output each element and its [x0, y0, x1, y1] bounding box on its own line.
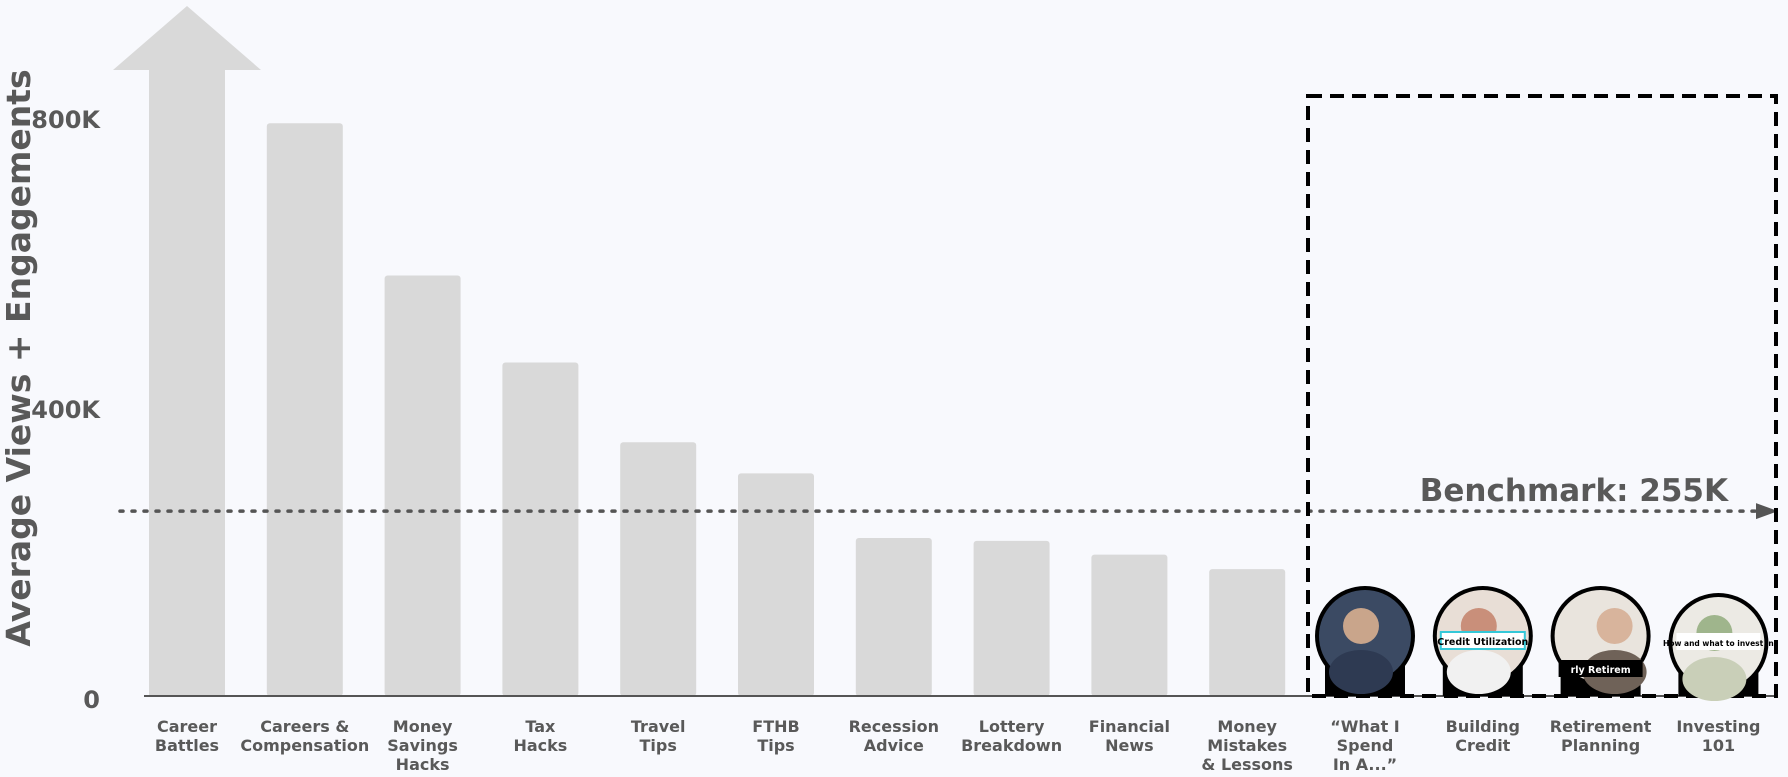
x-tick-label-line: FTHB — [752, 717, 799, 736]
x-tick-label-money-mistakes-lessons: Money Mistakes & Lessons — [1201, 717, 1293, 772]
x-tick-label-line: Savings — [387, 736, 458, 755]
x-tick-label-line: Spend — [1337, 736, 1394, 755]
benchmark-label: Benchmark: 255K — [1420, 473, 1729, 509]
x-tick-label-tax-hacks: Tax Hacks — [513, 717, 567, 755]
x-tick-label-line: Money — [393, 717, 453, 736]
x-tick-label-line: Advice — [864, 736, 924, 755]
y-tick-label: 0 — [83, 686, 100, 714]
x-tick-label-line: News — [1105, 736, 1154, 755]
x-tick-label-travel-tips: Travel Tips — [631, 717, 686, 755]
y-tick-label: 400K — [31, 396, 101, 424]
x-tick-label-line: Mistakes — [1207, 736, 1287, 755]
bar-careers-compensation — [266, 123, 343, 696]
benchmark: Benchmark: 255K — [118, 473, 1778, 520]
thumbnails: Credit Utilization rly Retirem How and wha… — [1315, 586, 1774, 701]
overflow-arrow-icon — [113, 6, 261, 70]
x-tick-label-investing-101: Investing 101 — [1676, 717, 1760, 755]
x-tick-label-line: Battles — [155, 736, 219, 755]
bar-lottery-breakdown — [973, 540, 1050, 696]
thumbnail-investing-101: How and what to invest in — [1663, 593, 1774, 701]
thumbnail-caption: rly Retirem — [1571, 665, 1631, 676]
x-tick-label-fthb-tips: FTHB Tips — [752, 717, 799, 755]
x-tick-label-line: Breakdown — [961, 736, 1062, 755]
x-tick-label-what-i-spend-in-a: “What I Spend In A...” — [1330, 717, 1400, 772]
x-tick-label-money-savings-hacks: Money Savings Hacks — [387, 717, 458, 772]
benchmark-arrow-icon — [1756, 503, 1778, 520]
x-tick-label-line: In A...” — [1333, 755, 1397, 772]
x-tick-label-line: Hacks — [513, 736, 567, 755]
x-tick-label-recession-advice: Recession Advice — [849, 717, 939, 755]
person-shoulders-icon — [1446, 650, 1511, 694]
x-tick-label-line: Money — [1217, 717, 1277, 736]
x-tick-label-line: Career — [157, 717, 217, 736]
x-tick-label-careers-compensation: Careers & Compensation — [240, 717, 369, 755]
x-tick-label-retirement-planning: Retirement Planning — [1550, 717, 1652, 755]
thumbnail-retirement-planning: rly Retirem — [1550, 586, 1651, 696]
bar-fthb-tips — [738, 473, 814, 696]
x-tick-label-financial-news: Financial News — [1089, 717, 1170, 755]
x-tick-label-line: Recession — [849, 717, 939, 736]
x-tick-label-line: Planning — [1561, 736, 1640, 755]
thumbnail-caption: How and what to invest in — [1663, 639, 1774, 648]
bar-financial-news — [1091, 554, 1168, 696]
bars-layer — [113, 6, 1286, 696]
thumbnail-caption-bg — [1676, 633, 1761, 650]
x-tick-label-line: Lottery — [979, 717, 1045, 736]
x-tick-label-building-credit: Building Credit — [1446, 717, 1520, 755]
person-face-icon — [1596, 608, 1633, 644]
x-tick-label-line: Travel — [631, 717, 686, 736]
x-tick-label-line: Tax — [525, 717, 556, 736]
x-tick-label-line: “What I — [1330, 717, 1400, 736]
bar-tax-hacks — [502, 362, 579, 696]
highlight-box-outline — [1306, 94, 1778, 698]
x-tick-label-line: Financial — [1089, 717, 1170, 736]
x-tick-label-line: Building — [1446, 717, 1520, 736]
y-tick-labels: 0 400K 800K — [31, 106, 101, 714]
thumbnail-caption-bg — [1439, 631, 1526, 650]
person-face-icon — [1343, 608, 1379, 644]
thumbnail-what-i-spend-in-a — [1315, 586, 1415, 696]
x-tick-label-line: Compensation — [240, 736, 369, 755]
x-tick-label-line: Hacks — [396, 755, 450, 772]
x-tick-label-line: Credit — [1455, 736, 1510, 755]
x-tick-label-line: Tips — [757, 736, 794, 755]
x-tick-label-line: Investing — [1676, 717, 1760, 736]
thumbnail-caption: Credit Utilization — [1437, 637, 1528, 648]
person-shoulders-icon — [1329, 650, 1393, 694]
person-shoulders-icon — [1682, 657, 1747, 701]
y-axis-label: Average Views + Engagements — [0, 69, 38, 646]
x-tick-label-line: Careers & — [260, 717, 349, 736]
x-tick-label-line: 101 — [1702, 736, 1735, 755]
x-tick-label-line: Tips — [640, 736, 677, 755]
bar-career-battles — [149, 70, 225, 696]
x-tick-label-lottery-breakdown: Lottery Breakdown — [961, 717, 1062, 755]
bar-travel-tips — [620, 442, 697, 696]
thumbnail-caption-bg — [1558, 660, 1643, 677]
x-tick-label-line: & Lessons — [1201, 755, 1293, 772]
thumbnail-building-credit: Credit Utilization — [1432, 586, 1533, 696]
x-tick-label-career-battles: Career Battles — [155, 717, 219, 755]
bar-recession-advice — [855, 537, 932, 696]
bar-money-savings-hacks — [384, 275, 461, 696]
highlight-box — [1306, 94, 1778, 698]
x-tick-label-line: Retirement — [1550, 717, 1652, 736]
y-tick-label: 800K — [31, 106, 101, 134]
bar-money-mistakes-lessons — [1209, 569, 1286, 696]
